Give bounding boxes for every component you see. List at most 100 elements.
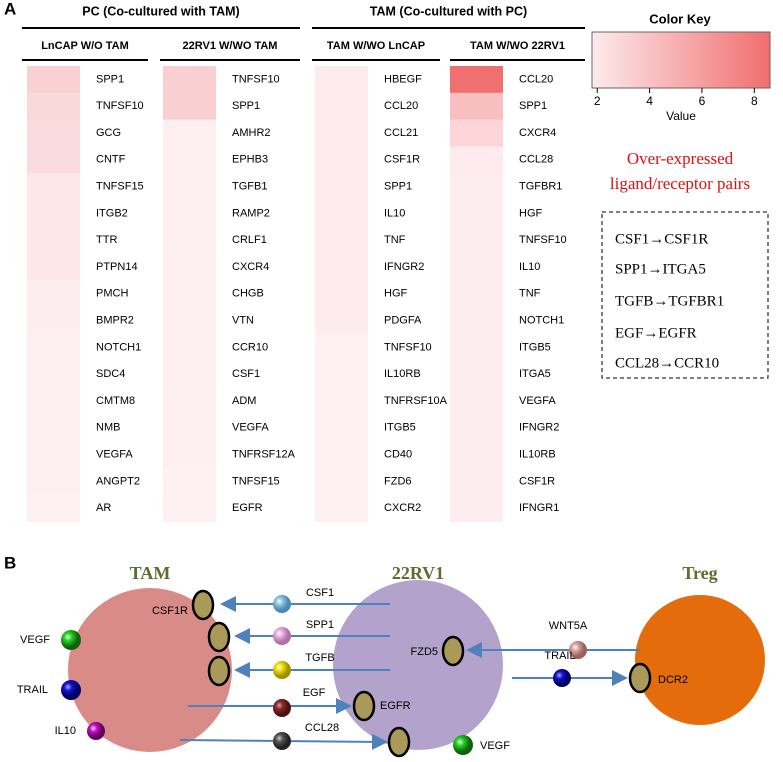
heat-cell	[163, 334, 216, 362]
heat-cell	[27, 441, 80, 469]
gene-label: NOTCH1	[96, 341, 141, 353]
ligand-label: TRAIL	[17, 684, 48, 696]
heat-cell	[163, 200, 216, 228]
gene-label: CXCR2	[384, 502, 421, 514]
gene-label: TNFSF10	[232, 73, 280, 85]
ligand-label: VEGF	[480, 740, 510, 752]
heat-cell	[450, 66, 503, 94]
column-title: 22RV1 W/WO TAM	[183, 40, 278, 52]
pairs-box	[601, 211, 769, 379]
receptor	[628, 662, 652, 694]
heat-cell	[450, 387, 503, 415]
key-tick-label: 8	[751, 94, 758, 108]
heat-cell	[450, 173, 503, 201]
gene-label: TGFBR1	[519, 181, 562, 193]
heat-cell	[315, 173, 368, 201]
gene-label: TNFSF15	[232, 475, 280, 487]
heat-cell	[315, 280, 368, 308]
gene-label: SDC4	[96, 368, 125, 380]
gene-label: IL10RB	[519, 449, 556, 461]
receptor-label: EGFR	[380, 700, 411, 712]
cell-title: TAM	[130, 563, 171, 583]
gene-label: TTR	[96, 234, 117, 246]
ligand-label: WNT5A	[549, 620, 588, 632]
heat-cell	[315, 387, 368, 415]
heat-cell	[163, 468, 216, 496]
ligand	[61, 680, 81, 700]
gene-label: IFNGR1	[519, 502, 559, 514]
heat-cell	[27, 146, 80, 174]
key-axis-label: Value	[666, 109, 696, 123]
receptor	[352, 690, 376, 722]
gene-label: SPP1	[232, 100, 260, 112]
heat-cell	[315, 146, 368, 174]
gene-label: CHGB	[232, 288, 264, 300]
heat-cell	[27, 253, 80, 281]
gene-label: IFNGR2	[519, 422, 559, 434]
gene-label: BMPR2	[96, 315, 134, 327]
cell-treg	[635, 595, 765, 725]
gene-label: GCG	[96, 127, 121, 139]
heat-cell	[27, 226, 80, 254]
heat-cell	[315, 200, 368, 228]
gene-label: SPP1	[519, 100, 547, 112]
gene-label: CNTF	[96, 154, 126, 166]
heat-cell	[163, 92, 216, 120]
gene-label: CCR10	[232, 341, 268, 353]
gene-label: HGF	[384, 288, 408, 300]
ligand	[569, 641, 587, 659]
gene-label: SPP1	[96, 73, 124, 85]
heat-cell	[315, 334, 368, 362]
heat-cell	[450, 494, 503, 522]
gene-label: PDGFA	[384, 315, 422, 327]
ligand	[453, 735, 473, 755]
gene-label: TNFSF10	[519, 234, 567, 246]
pair: CCL28→CCR10	[615, 355, 719, 371]
gene-label: ITGB5	[384, 422, 416, 434]
key-bar	[591, 31, 771, 89]
heat-cell	[27, 334, 80, 362]
ligand-label: CSF1	[306, 587, 334, 599]
gene-label: CD40	[384, 449, 412, 461]
pair: EGF→EGFR	[615, 325, 697, 341]
heat-cell	[163, 119, 216, 147]
ligand-label: VEGF	[20, 634, 50, 646]
heat-cell	[163, 66, 216, 94]
heat-cell	[450, 119, 503, 147]
heat-cell	[315, 119, 368, 147]
heat-cell	[163, 360, 216, 388]
gene-label: FZD6	[384, 475, 412, 487]
receptor-label: DCR2	[658, 674, 688, 686]
ligand	[273, 661, 291, 679]
heat-cell	[450, 146, 503, 174]
gene-label: TNF	[384, 234, 406, 246]
heat-cell	[163, 173, 216, 201]
heat-cell	[450, 307, 503, 335]
gene-label: AMHR2	[232, 127, 271, 139]
ligand	[61, 630, 81, 650]
gene-label: TNFSF10	[384, 341, 432, 353]
gene-label: IL10RB	[384, 368, 421, 380]
gene-label: HGF	[519, 207, 543, 219]
heat-cell	[450, 253, 503, 281]
gene-label: CRLF1	[232, 234, 267, 246]
cell-tam	[68, 588, 232, 752]
receptor	[191, 589, 215, 621]
heat-cell	[27, 66, 80, 94]
ligand-label: TRAIL	[544, 650, 575, 662]
heat-cell	[163, 280, 216, 308]
heat-cell	[27, 494, 80, 522]
heat-cell	[315, 414, 368, 442]
heat-cell	[163, 146, 216, 174]
heat-cell	[27, 468, 80, 496]
gene-label: VEGFA	[232, 422, 269, 434]
heat-cell	[315, 66, 368, 94]
panel-label: B	[4, 553, 16, 572]
gene-label: ANGPT2	[96, 475, 140, 487]
gene-label: CCL28	[519, 154, 553, 166]
pair: CSF1→CSF1R	[615, 231, 708, 247]
heat-cell	[163, 441, 216, 469]
gene-label: NOTCH1	[519, 315, 564, 327]
heat-cell	[163, 253, 216, 281]
cell-title: Treg	[682, 563, 717, 583]
